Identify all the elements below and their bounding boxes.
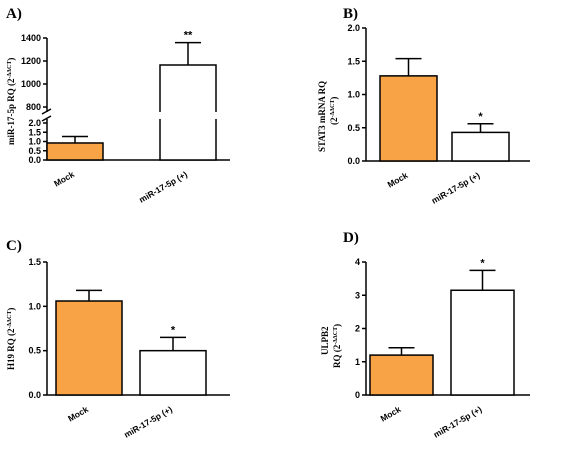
panel-c: C) H19 RQ (2-ΔΔCT) 0.0 0.5 1.0 1.5 * Mock miR-…	[6, 238, 230, 440]
panel-d-ylabel: ULPB2	[320, 326, 330, 355]
panel-b-ytick-label: 0.5	[347, 123, 360, 133]
panel-a-axes: 0.00.51.01.52.0 800 1000 1200 1400 ** Mock miR-…	[21, 30, 230, 205]
panel-a-axis-break-mark	[41, 115, 52, 122]
panel-a-ytick-label: 1200	[21, 56, 41, 66]
panel-c-ylabel: H19 RQ (2-ΔΔCT)	[6, 308, 16, 370]
panel-a-ytick-label: 1400	[21, 33, 41, 43]
panel-b-ytick-label: 0.0	[347, 156, 360, 166]
panel-b-ylabel: STAT3 mRNA RQ	[317, 81, 327, 152]
panel-d-category-label: miR-17-5p (+)	[432, 404, 484, 440]
panel-b-category-label: miR-17-5p (+)	[430, 170, 482, 206]
panel-b-significance: *	[478, 111, 483, 123]
panel-d-category-label: Mock	[379, 404, 403, 424]
panel-c-ytick-label: 1.0	[28, 301, 41, 311]
panel-a-category-label: miR-17-5p (+)	[137, 169, 189, 205]
panel-b-axes: 0.0 0.5 1.0 1.5 2.0 * Mock miR-17-5p (+)	[347, 23, 530, 206]
panel-d-ytick-label: 0	[355, 390, 360, 400]
panel-d-ytick-label: 3	[355, 290, 360, 300]
panel-a-ytick-label: 1.5	[28, 127, 41, 137]
panel-d-label: D)	[343, 230, 359, 246]
panel-d: D) ULPB2 RQ (2-ΔΔCT) 0 1 2 3 4 * Mock miR-17-5p…	[320, 230, 530, 440]
panel-a-axis-break-mark	[41, 108, 52, 115]
panel-d-axes: 0 1 2 3 4 * Mock miR-17-5p (+)	[355, 257, 530, 440]
panel-a-significance: **	[184, 30, 193, 42]
panel-c-category-label: Mock	[66, 404, 90, 424]
panel-d-ytick-label: 2	[355, 324, 360, 334]
panel-d-significance: *	[480, 257, 485, 269]
panel-a-ylabel: miR-17-5p RQ (2-ΔΔCT)	[6, 58, 16, 145]
panel-b-label: B)	[343, 6, 358, 22]
panel-b-category-label: Mock	[386, 170, 410, 190]
panel-a-label: A)	[6, 6, 22, 22]
panel-b-ylabel-line2: (2-ΔΔCT)	[329, 97, 339, 125]
panel-b-bar	[451, 131, 510, 162]
panel-a-ytick-label: 0.0	[28, 155, 41, 165]
panel-b-ytick-label: 1.5	[347, 56, 360, 66]
panel-d-ytick-label: 1	[355, 357, 360, 367]
panel-a: A) miR-17-5p RQ (2-ΔΔCT) 0.00.51.01.52.0…	[6, 6, 230, 205]
panel-c-bar	[55, 300, 123, 396]
panel-c-label: C)	[6, 238, 22, 254]
panel-a-ytick-label: 2.0	[28, 118, 41, 128]
panel-b-ytick-label: 1.0	[347, 90, 360, 100]
panel-c-bar	[139, 349, 207, 396]
panel-a-bar-upper	[159, 64, 217, 112]
panel-c-ytick-label: 1.5	[28, 257, 41, 267]
panel-a-ytick-label: 0.5	[28, 146, 41, 156]
panel-c-ytick-label: 0.5	[28, 346, 41, 356]
panel-b-ytick-label: 2.0	[347, 23, 360, 33]
panel-d-ylabel-line2: RQ (2-ΔΔCT)	[332, 324, 342, 368]
panel-c-category-label: miR-17-5p (+)	[122, 404, 174, 440]
panel-c-ytick-label: 0.0	[28, 390, 41, 400]
panel-d-bar	[369, 354, 434, 396]
panel-c-significance: *	[171, 324, 176, 336]
panel-a-bar	[46, 142, 104, 161]
panel-d-bar	[450, 289, 515, 396]
panel-a-category-label: Mock	[52, 169, 76, 189]
panel-a-ytick-label: 1000	[21, 79, 41, 89]
panel-b-bar	[379, 75, 438, 162]
panel-a-bar-lower	[159, 119, 217, 161]
panel-a-ytick-label: 1.0	[28, 137, 41, 147]
panel-c-axes: 0.0 0.5 1.0 1.5 * Mock miR-17-5p (+)	[28, 257, 230, 440]
panel-a-ytick-label: 800	[26, 102, 41, 112]
panel-b: B) STAT3 mRNA RQ (2-ΔΔCT) 0.0 0.5 1.0 1.5 2.…	[317, 6, 530, 206]
panel-d-ytick-label: 4	[355, 257, 360, 267]
